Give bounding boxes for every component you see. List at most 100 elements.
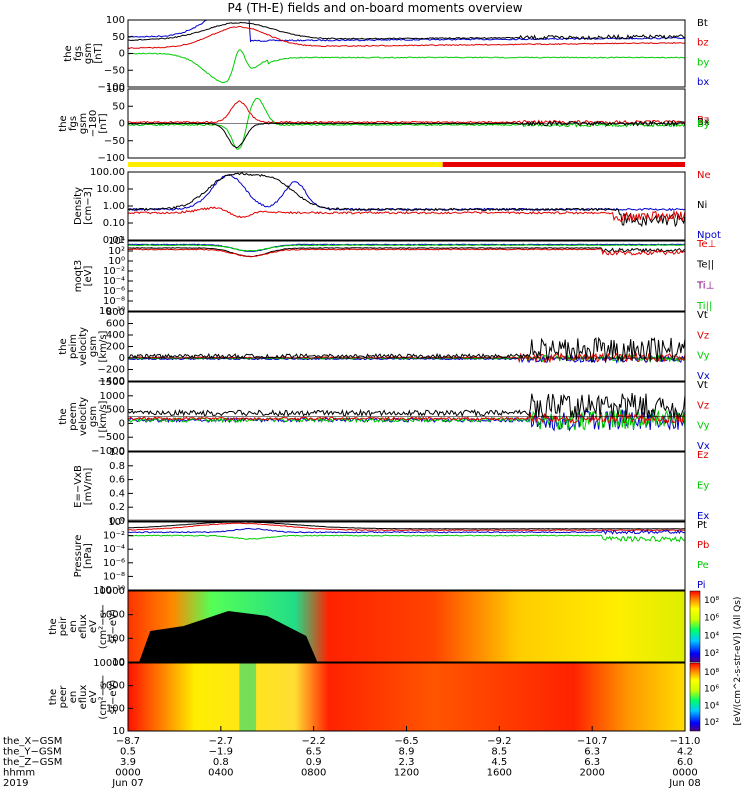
colorbar-tick-label: 10⁴ xyxy=(704,631,719,641)
y-axis-label: the xyxy=(48,618,59,634)
y-tick-label: 1500 xyxy=(100,377,125,388)
y-axis-label: gsm xyxy=(83,43,94,64)
colorbar-tick-label: 10⁴ xyxy=(704,701,719,711)
y-tick-label: 10.00 xyxy=(96,184,125,195)
series-line xyxy=(127,120,686,149)
legend-entry: Pt xyxy=(697,520,707,531)
y-tick-label: 0 xyxy=(119,119,125,130)
panel-frame xyxy=(127,521,686,591)
y-tick-label: 1.0 xyxy=(109,447,125,458)
y-tick-label: 500 xyxy=(106,405,125,416)
y-tick-label: 100 xyxy=(106,703,125,714)
legend-entry: Ez xyxy=(697,450,709,461)
legend-entry: Bt xyxy=(697,18,708,29)
y-tick-label: −500 xyxy=(98,432,125,443)
legend-entry: Vt xyxy=(697,380,708,391)
x-tick-label: 4.5 xyxy=(491,757,507,768)
series-line xyxy=(127,174,686,212)
legend-entry: Vx xyxy=(697,441,710,452)
y-tick-label: 100.00 xyxy=(90,167,125,178)
panel-1: 100 50 0 −50 −100 the fgs gsm [nT] Bt bz by bx xyxy=(63,15,709,93)
x-tick-label: −1.9 xyxy=(209,747,233,758)
y-tick-label: 10⁻⁴ xyxy=(103,276,125,287)
y-tick-label: 600 xyxy=(106,319,125,330)
panel-7: 1.0 0.8 0.6 0.4 0.2 0.0 E=−VxB [mV/m] Ez Ey Ex xyxy=(73,447,709,527)
y-tick-label: −100 xyxy=(98,82,125,93)
series-line xyxy=(127,521,686,530)
y-axis-label: peir xyxy=(58,616,69,636)
x-tick-label: 8.5 xyxy=(491,747,507,758)
legend-entry: Pe xyxy=(697,560,709,571)
y-tick-label: 0.01 xyxy=(103,235,125,246)
y-axis-label: gsm xyxy=(88,336,99,357)
x-tick-label: 6.5 xyxy=(306,747,322,758)
y-axis-label: velocity xyxy=(78,397,89,436)
legend-entry: Vy xyxy=(697,421,710,432)
colorbar-tick-label: 10⁸ xyxy=(704,668,719,678)
y-tick-label: 10⁻¹⁰ xyxy=(99,585,125,596)
series-line xyxy=(127,336,686,363)
legend-entry: Pb xyxy=(697,540,709,551)
y-tick-label: 50 xyxy=(112,32,125,43)
series-line xyxy=(127,49,686,83)
series-line xyxy=(127,248,686,258)
x-tick-label: 4.2 xyxy=(677,747,693,758)
y-tick-label: 0.4 xyxy=(109,488,125,499)
y-tick-label: 10000 xyxy=(93,658,125,669)
colorbar-label: [eV/(cm^2-s-str-eV)] (All Qs) xyxy=(733,597,743,726)
y-tick-label: 0.6 xyxy=(109,475,125,486)
y-tick-label: 0.2 xyxy=(109,502,125,513)
y-tick-label: 400 xyxy=(106,330,125,341)
y-tick-label: 10000 xyxy=(93,586,125,597)
y-axis-label: peim xyxy=(68,334,79,359)
x-tick-label: −2.7 xyxy=(209,736,233,747)
y-tick-label: 0.8 xyxy=(109,461,125,472)
y-tick-label: 10⁻⁶ xyxy=(103,558,125,569)
colorbar-tick-label: 10⁶ xyxy=(704,614,719,624)
y-tick-label: 0.10 xyxy=(103,218,125,229)
y-axis-label: moqt3 xyxy=(73,260,84,293)
y-tick-label: −1000 xyxy=(91,446,125,457)
x-tick-label: Jun 07 xyxy=(111,778,144,789)
y-tick-label: 10⁻¹⁰ xyxy=(99,306,125,317)
x-tick-label: Jun 08 xyxy=(668,778,701,789)
colorbar xyxy=(689,590,701,663)
y-axis-label: sr−eV) xyxy=(108,680,119,715)
y-tick-label: 10⁰ xyxy=(108,256,125,267)
state-bar-red xyxy=(442,162,685,167)
x-tick-label: −2.2 xyxy=(302,736,326,747)
y-axis-label: [nPa] xyxy=(83,543,94,569)
series-line xyxy=(127,172,686,228)
y-axis-label: fgs xyxy=(68,116,79,131)
y-tick-label: 10⁰ xyxy=(108,517,125,528)
y-tick-label: 100 xyxy=(106,84,125,95)
series-line xyxy=(127,100,686,125)
legend-entry: Vt xyxy=(697,310,708,321)
legend-entry: Vx xyxy=(697,371,710,382)
series-line xyxy=(127,26,686,50)
x-tick-label: 2000 xyxy=(579,768,604,779)
y-axis-label: eV xyxy=(88,690,99,703)
panel-frame xyxy=(127,590,686,663)
y-tick-label: 10 xyxy=(112,657,125,668)
panel-frame xyxy=(127,171,686,241)
page-title: P4 (TH-E) fields and on-board moments ov… xyxy=(227,1,523,15)
legend-entry: Ti⊥ xyxy=(696,280,714,291)
y-tick-label: 0 xyxy=(119,353,125,364)
x-axis-row-label: hhmm xyxy=(3,768,35,779)
y-tick-label: 10⁴ xyxy=(108,236,125,247)
y-axis-label: gsm xyxy=(88,406,99,427)
series-line xyxy=(128,247,686,258)
series-line xyxy=(127,206,686,223)
x-tick-label: 6.3 xyxy=(584,747,600,758)
colorbar-tick-label: 10² xyxy=(704,649,719,659)
y-tick-label: 1000 xyxy=(100,681,125,692)
legend-entry: Ne xyxy=(697,170,711,181)
y-tick-label: 10⁻⁴ xyxy=(103,544,125,555)
y-axis-label: [nT] xyxy=(93,43,104,63)
y-axis-label: peem xyxy=(68,402,79,430)
legend-entry: Ex xyxy=(697,511,709,522)
x-tick-label: 3.9 xyxy=(120,757,136,768)
legend-entry: Te|| xyxy=(696,260,714,271)
